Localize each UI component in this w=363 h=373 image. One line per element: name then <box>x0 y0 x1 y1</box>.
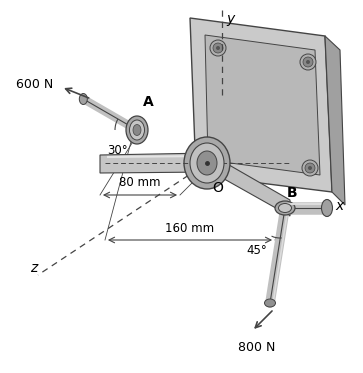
Ellipse shape <box>184 137 230 189</box>
Text: 30°: 30° <box>107 144 127 157</box>
Ellipse shape <box>265 299 276 307</box>
Ellipse shape <box>126 116 148 144</box>
Polygon shape <box>205 35 320 175</box>
Circle shape <box>213 43 223 53</box>
Circle shape <box>302 160 318 176</box>
Text: 45°: 45° <box>246 244 268 257</box>
Text: A: A <box>143 95 154 109</box>
Text: O: O <box>212 181 223 195</box>
Ellipse shape <box>275 201 295 215</box>
Circle shape <box>218 153 222 157</box>
Text: x: x <box>335 199 343 213</box>
Circle shape <box>210 40 226 56</box>
Text: 600 N: 600 N <box>16 78 53 91</box>
Circle shape <box>308 166 312 170</box>
Text: 160 mm: 160 mm <box>166 222 215 235</box>
Circle shape <box>300 54 316 70</box>
Text: 80 mm: 80 mm <box>119 176 161 189</box>
Polygon shape <box>190 18 332 192</box>
Circle shape <box>216 46 220 50</box>
Ellipse shape <box>133 125 141 135</box>
Ellipse shape <box>322 200 333 216</box>
Circle shape <box>303 57 313 67</box>
Ellipse shape <box>197 151 217 175</box>
Ellipse shape <box>79 94 87 104</box>
Ellipse shape <box>190 143 224 183</box>
Polygon shape <box>210 154 290 216</box>
Polygon shape <box>325 36 345 205</box>
Circle shape <box>306 60 310 64</box>
Text: B: B <box>287 186 298 200</box>
Ellipse shape <box>130 120 144 140</box>
Text: 800 N: 800 N <box>238 341 276 354</box>
Text: z: z <box>30 261 37 275</box>
Ellipse shape <box>278 204 291 213</box>
Text: y: y <box>226 12 234 26</box>
Circle shape <box>212 147 228 163</box>
Polygon shape <box>100 153 210 173</box>
Circle shape <box>215 150 225 160</box>
Circle shape <box>305 163 315 173</box>
